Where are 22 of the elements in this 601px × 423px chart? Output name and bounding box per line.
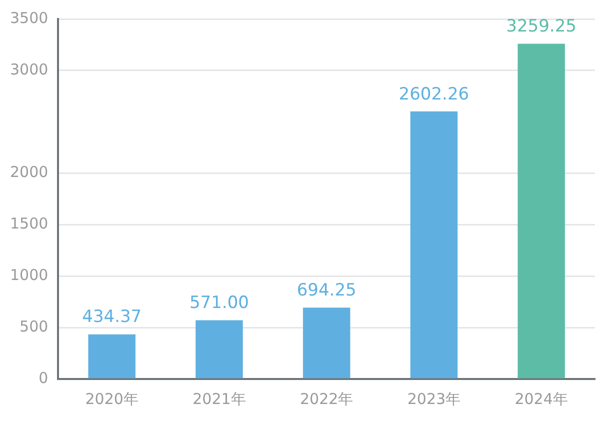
data-label: 694.25 — [296, 280, 356, 301]
bar — [518, 44, 565, 378]
y-tick-label: 0 — [38, 368, 48, 387]
data-label: 2602.26 — [398, 84, 470, 104]
bar — [196, 320, 243, 378]
x-tick-label: 2023年 — [407, 390, 461, 408]
data-label: 3259.25 — [506, 16, 576, 37]
x-tick-label: 2021年 — [192, 390, 246, 408]
bar — [302, 308, 350, 378]
bar — [88, 334, 136, 378]
y-tick-label: 1000 — [10, 266, 48, 284]
bar — [410, 111, 458, 378]
y-tick-label: 2000 — [10, 163, 48, 182]
data-label: 571.00 — [189, 293, 249, 314]
y-tick-label: 3000 — [10, 60, 48, 78]
y-tick-label: 3500 — [10, 8, 48, 27]
y-tick-label: 1500 — [10, 214, 48, 233]
y-tick-label: 500 — [20, 317, 48, 336]
data-label: 434.37 — [82, 307, 142, 328]
x-tick-label: 2022年 — [300, 390, 354, 408]
x-tick-label: 2024年 — [514, 390, 568, 408]
x-tick-label: 2020年 — [85, 390, 138, 408]
